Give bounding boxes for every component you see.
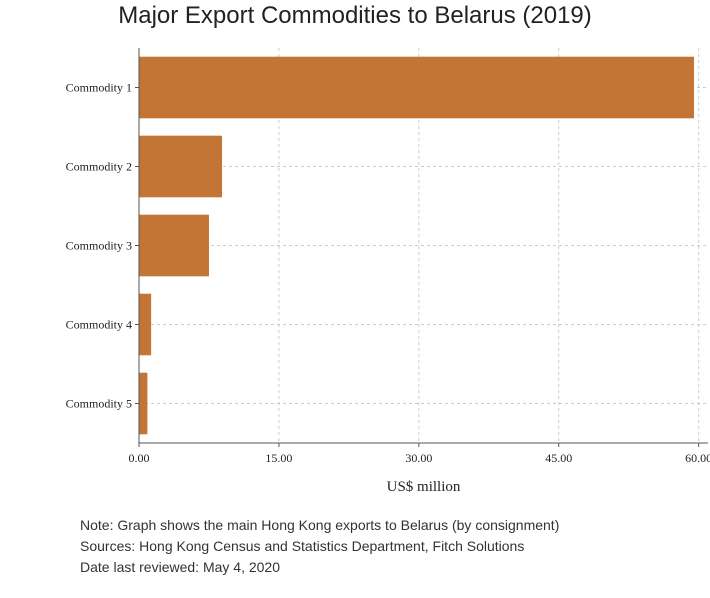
bar-chart: Commodity 1 Commodity 2 Commodity 3 Commodi… xyxy=(66,48,710,496)
category-label: Commodity 4 xyxy=(66,318,132,332)
x-tick-label: 60.00 xyxy=(685,451,710,465)
sources-text: Sources: Hong Kong Census and Statistics… xyxy=(80,538,525,554)
category-label: Commodity 5 xyxy=(66,397,132,411)
bar-commodity-1 xyxy=(139,56,695,119)
chart-title: Major Export Commodities to Belarus (201… xyxy=(118,2,592,29)
x-tick-label: 15.00 xyxy=(265,451,292,465)
category-label: Commodity 3 xyxy=(66,239,132,253)
bar-commodity-2 xyxy=(139,135,223,198)
bar-commodity-3 xyxy=(139,214,209,277)
x-tick-label: 45.00 xyxy=(545,451,572,465)
bar-commodity-5 xyxy=(139,372,148,435)
category-label: Commodity 2 xyxy=(66,160,132,174)
chart-notes: Note: Graph shows the main Hong Kong exp… xyxy=(80,515,559,578)
axes xyxy=(135,48,708,447)
labels: Commodity 1 Commodity 2 Commodity 3 Commodi… xyxy=(66,81,710,496)
x-tick-label: 30.00 xyxy=(405,451,432,465)
bar-commodity-4 xyxy=(139,293,152,356)
date-reviewed-text: Date last reviewed: May 4, 2020 xyxy=(80,559,280,575)
x-axis-title: US$ million xyxy=(387,479,461,495)
note-text: Note: Graph shows the main Hong Kong exp… xyxy=(80,517,560,533)
category-label: Commodity 1 xyxy=(66,81,132,95)
x-tick-label: 0.00 xyxy=(129,451,150,465)
bars xyxy=(139,56,695,435)
